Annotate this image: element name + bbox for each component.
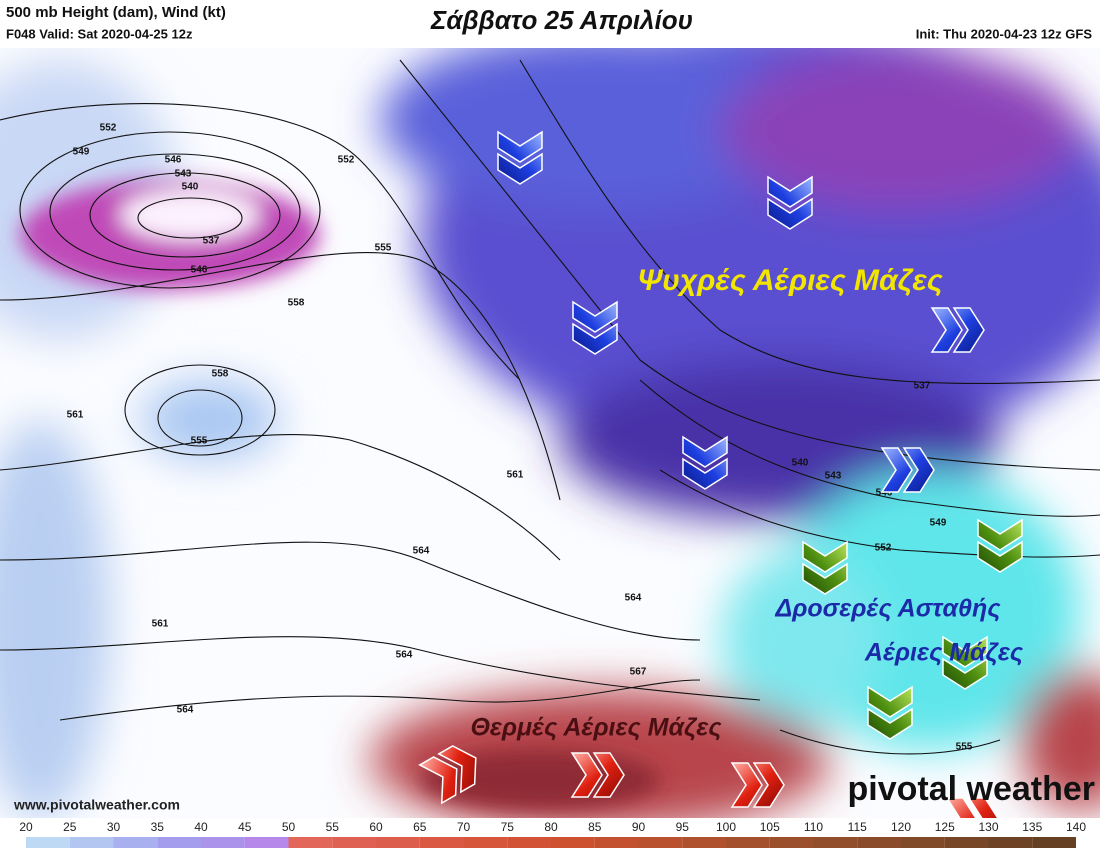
watermark-url: www.pivotalweather.com <box>13 797 180 813</box>
colorbar-swatch <box>157 837 201 848</box>
colorbar-swatch <box>901 837 945 848</box>
contour-label: 558 <box>212 369 229 380</box>
contour-label: 555 <box>191 436 208 447</box>
colorbar-tick-label: 35 <box>151 820 165 834</box>
map-area <box>0 20 1100 830</box>
contour-label: 549 <box>930 518 947 529</box>
colorbar-swatch <box>857 837 901 848</box>
contour-label: 546 <box>876 488 893 499</box>
colorbar-tick-label: 40 <box>194 820 208 834</box>
header-bar <box>0 0 1100 48</box>
watermark-logo: pivotal weather <box>847 770 1095 808</box>
colorbar-tick-label: 70 <box>457 820 471 834</box>
colorbar-swatch <box>201 837 245 848</box>
colorbar-tick-label: 50 <box>282 820 296 834</box>
contour-label: 543 <box>825 471 842 482</box>
colorbar-tick-label: 30 <box>107 820 121 834</box>
colorbar-swatch <box>463 837 508 848</box>
colorbar-tick-label: 45 <box>238 820 252 834</box>
colorbar-tick-label: 25 <box>63 820 77 834</box>
colorbar-swatch <box>813 837 858 848</box>
contour-label: 555 <box>956 742 973 753</box>
valid-time: F048 Valid: Sat 2020-04-25 12z <box>6 26 193 41</box>
contour-label: 567 <box>630 667 647 678</box>
colorbar-swatch <box>419 837 464 848</box>
colorbar-tick-label: 95 <box>676 820 690 834</box>
colorbar-tick-label: 80 <box>544 820 558 834</box>
contour-label: 537 <box>203 236 220 247</box>
colorbar-swatch <box>69 837 114 848</box>
contour-label: 564 <box>625 593 642 604</box>
colorbar-tick-label: 105 <box>760 820 780 834</box>
colorbar-tick-label: 115 <box>848 820 867 834</box>
warm-label: Θερμές Αέριες Μάζες <box>470 714 722 742</box>
contour-label: 558 <box>288 298 305 309</box>
colorbar-swatch <box>507 837 551 848</box>
contour-label: 552 <box>875 543 892 554</box>
colorbar: 20 25 30 35 40 45 50 55 60 65 70 75 80 85 90 95 100 105 11… <box>0 818 1100 850</box>
contour-label: 564 <box>413 546 430 557</box>
colorbar-swatch <box>26 837 70 848</box>
colorbar-swatch <box>113 837 158 848</box>
contour-label: 546 <box>191 265 208 276</box>
contour-label: 546 <box>165 155 182 166</box>
colorbar-tick-label: 110 <box>804 820 823 834</box>
colorbar-swatch <box>769 837 814 848</box>
colorbar-swatch <box>594 837 639 848</box>
cool-label: Αέριες Μάζες <box>864 639 1024 667</box>
colorbar-swatch <box>638 837 683 848</box>
init-time: Init: Thu 2020-04-23 12z GFS <box>916 26 1093 41</box>
contour-label: 549 <box>73 147 90 158</box>
colorbar-tick-label: 20 <box>19 820 33 834</box>
colorbar-tick-label: 85 <box>588 820 602 834</box>
contour-label: 561 <box>67 410 84 421</box>
colorbar-swatch <box>726 837 770 848</box>
colorbar-tick-label: 90 <box>632 820 646 834</box>
contour-label: 552 <box>100 123 117 134</box>
colorbar-swatch <box>682 837 726 848</box>
colorbar-swatch <box>376 837 420 848</box>
contour-label: 540 <box>792 458 809 469</box>
contour-label: 561 <box>507 470 524 481</box>
colorbar-tick-label: 65 <box>413 820 427 834</box>
cold-label: Ψυχρές Αέριες Μάζες <box>637 264 943 297</box>
colorbar-swatch <box>332 837 376 848</box>
colorbar-tick-label: 120 <box>891 820 911 834</box>
colorbar-swatch <box>944 837 989 848</box>
cool-label: Δροσερές Ασταθής <box>774 595 1001 623</box>
colorbar-tick-label: 140 <box>1066 820 1086 834</box>
day-title: Σάββατο 25 Απριλίου <box>430 5 693 35</box>
colorbar-swatch <box>1032 837 1076 848</box>
colorbar-swatch <box>244 837 289 848</box>
contour-label: 540 <box>182 182 199 193</box>
contour-label: 564 <box>396 650 413 661</box>
contour-label: 555 <box>375 243 392 254</box>
contour-label: 537 <box>914 381 931 392</box>
contour-label: 561 <box>152 619 169 630</box>
colorbar-tick-label: 100 <box>716 820 736 834</box>
colorbar-swatch <box>288 837 333 848</box>
colorbar-tick-label: 135 <box>1022 820 1042 834</box>
contour-label: 543 <box>175 169 192 180</box>
colorbar-tick-label: 130 <box>978 820 998 834</box>
map-title: 500 mb Height (dam), Wind (kt) <box>6 4 226 21</box>
colorbar-swatch <box>551 837 595 848</box>
colorbar-tick-label: 75 <box>501 820 515 834</box>
colorbar-tick-label: 60 <box>369 820 383 834</box>
contour-label: 564 <box>177 705 194 716</box>
contour-labels: 552 549 546 543 540 537 546 552 555 558 558 561 555 5… <box>67 123 973 753</box>
contour-label: 552 <box>338 155 355 166</box>
colorbar-tick-label: 55 <box>326 820 340 834</box>
colorbar-swatch <box>988 837 1033 848</box>
colorbar-tick-label: 125 <box>935 820 955 834</box>
